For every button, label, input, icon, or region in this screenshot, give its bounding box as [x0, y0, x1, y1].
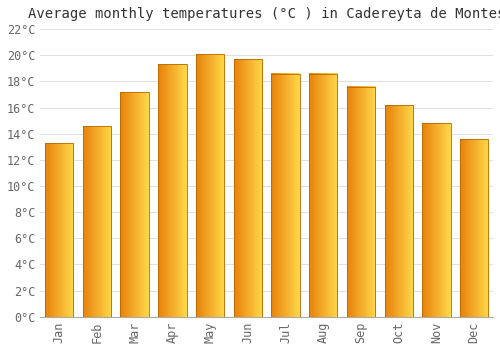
Bar	[272, 74, 299, 317]
Bar	[384, 105, 413, 317]
Title: Average monthly temperatures (°C ) in Cadereyta de Montes: Average monthly temperatures (°C ) in Ca…	[28, 7, 500, 21]
Bar	[422, 123, 450, 317]
Bar	[347, 86, 375, 317]
Bar	[309, 74, 338, 317]
Bar	[120, 92, 149, 317]
Bar	[196, 54, 224, 317]
Bar	[158, 64, 186, 317]
Bar	[83, 126, 111, 317]
Bar	[234, 59, 262, 317]
Bar	[460, 139, 488, 317]
Bar	[45, 143, 74, 317]
